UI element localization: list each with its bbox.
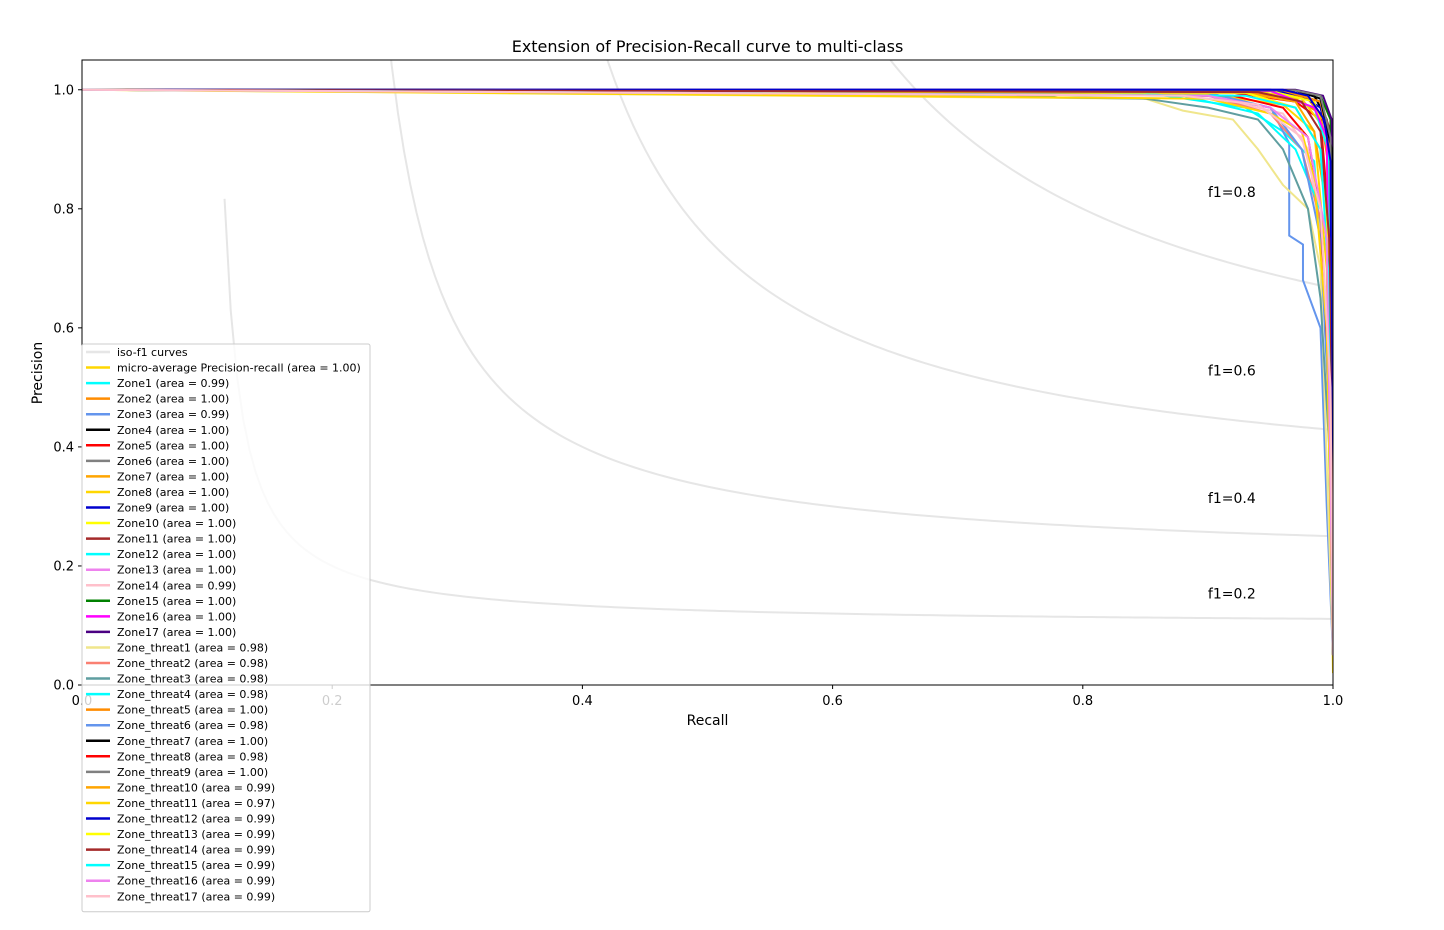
series-line bbox=[82, 88, 1333, 656]
legend-entry-label: Zone_threat13 (area = 0.99) bbox=[117, 828, 275, 841]
legend: iso-f1 curves micro-average Precision-rec… bbox=[81, 343, 371, 913]
legend-entry-label: Zone12 (area = 1.00) bbox=[117, 548, 236, 561]
series-line bbox=[82, 88, 1333, 656]
y-tick-label: 0.2 bbox=[53, 559, 74, 574]
legend-entry-label: Zone7 (area = 1.00) bbox=[117, 470, 229, 483]
legend-entry-label: Zone14 (area = 0.99) bbox=[117, 579, 236, 592]
legend-entry-label: Zone16 (area = 1.00) bbox=[117, 610, 236, 623]
legend-entry-label: Zone_threat2 (area = 0.98) bbox=[117, 657, 268, 670]
legend-entry-label: Zone_threat12 (area = 0.99) bbox=[117, 813, 275, 826]
legend-entry-label: Zone15 (area = 1.00) bbox=[117, 595, 236, 608]
iso-f1-curve bbox=[390, 60, 1333, 538]
legend-entry-label: Zone_threat1 (area = 0.98) bbox=[117, 641, 268, 654]
y-tick-label: 0.8 bbox=[53, 202, 74, 217]
legend-entry-label: Zone8 (area = 1.00) bbox=[117, 486, 229, 499]
legend-entry-label: Zone17 (area = 1.00) bbox=[117, 626, 236, 639]
legend-entry-label: Zone_threat17 (area = 0.99) bbox=[117, 890, 275, 903]
y-tick-label: 1.0 bbox=[53, 83, 74, 98]
legend-entry-label: Zone13 (area = 1.00) bbox=[117, 564, 236, 577]
legend-entry-label: Zone6 (area = 1.00) bbox=[117, 455, 229, 468]
y-axis-label: Precision bbox=[30, 342, 46, 404]
iso-f1-curve bbox=[606, 60, 1333, 431]
x-tick-label: 1.0 bbox=[1323, 694, 1344, 709]
legend-entry-label: Zone9 (area = 1.00) bbox=[117, 502, 229, 515]
legend-box bbox=[81, 343, 371, 913]
x-tick-label: 0.8 bbox=[1072, 694, 1093, 709]
iso-f1-curve bbox=[223, 198, 1333, 620]
iso-f1-label: f1=0.2 bbox=[1208, 587, 1256, 603]
x-tick-label: 0.6 bbox=[822, 694, 843, 709]
legend-entry-label: Zone10 (area = 1.00) bbox=[117, 517, 236, 530]
y-tick-label: 0.4 bbox=[53, 440, 74, 455]
series-line bbox=[82, 88, 1333, 656]
legend-entry-label: Zone_threat8 (area = 0.98) bbox=[117, 750, 268, 763]
legend-entry-label: Zone_threat14 (area = 0.99) bbox=[117, 844, 275, 857]
legend-entry-label: Zone_threat5 (area = 1.00) bbox=[117, 704, 268, 717]
legend-entry-label: Zone1 (area = 0.99) bbox=[117, 377, 229, 390]
legend-entry-label: Zone2 (area = 1.00) bbox=[117, 393, 229, 406]
legend-entry-label: Zone_threat15 (area = 0.99) bbox=[117, 859, 275, 872]
legend-entry-label: Zone_threat6 (area = 0.98) bbox=[117, 719, 268, 732]
legend-entry-label: Zone_threat16 (area = 0.99) bbox=[117, 875, 275, 888]
legend-entry-label: iso-f1 curves bbox=[117, 346, 188, 359]
legend-entry-label: Zone_threat11 (area = 0.97) bbox=[117, 797, 275, 810]
iso-f1-label: f1=0.4 bbox=[1208, 491, 1256, 507]
series-line bbox=[82, 88, 1333, 656]
legend-entry-label: Zone_threat10 (area = 0.99) bbox=[117, 781, 275, 794]
x-tick-label: 0.4 bbox=[572, 694, 593, 709]
y-tick-label: 0.0 bbox=[53, 679, 74, 694]
iso-f1-curve bbox=[889, 60, 1333, 290]
legend-entry-label: Zone3 (area = 0.99) bbox=[117, 408, 229, 421]
legend-entry-label: Zone_threat3 (area = 0.98) bbox=[117, 673, 268, 686]
chart-title: Extension of Precision-Recall curve to m… bbox=[512, 37, 904, 56]
iso-f1-label: f1=0.8 bbox=[1208, 185, 1256, 201]
legend-entry-label: micro-average Precision-recall (area = 1… bbox=[117, 362, 361, 375]
legend-entry-label: Zone_threat9 (area = 1.00) bbox=[117, 766, 268, 779]
y-tick-label: 0.6 bbox=[53, 321, 74, 336]
legend-entry-label: Zone_threat7 (area = 1.00) bbox=[117, 735, 268, 748]
legend-entry-label: Zone11 (area = 1.00) bbox=[117, 533, 236, 546]
legend-entry-label: Zone4 (area = 1.00) bbox=[117, 424, 229, 437]
legend-entry-label: Zone_threat4 (area = 0.98) bbox=[117, 688, 268, 701]
plot-area bbox=[82, 60, 1333, 674]
legend-entry-label: Zone5 (area = 1.00) bbox=[117, 439, 229, 452]
series-line bbox=[82, 88, 1333, 656]
x-axis-label: Recall bbox=[687, 713, 729, 729]
iso-f1-label: f1=0.6 bbox=[1208, 363, 1256, 379]
